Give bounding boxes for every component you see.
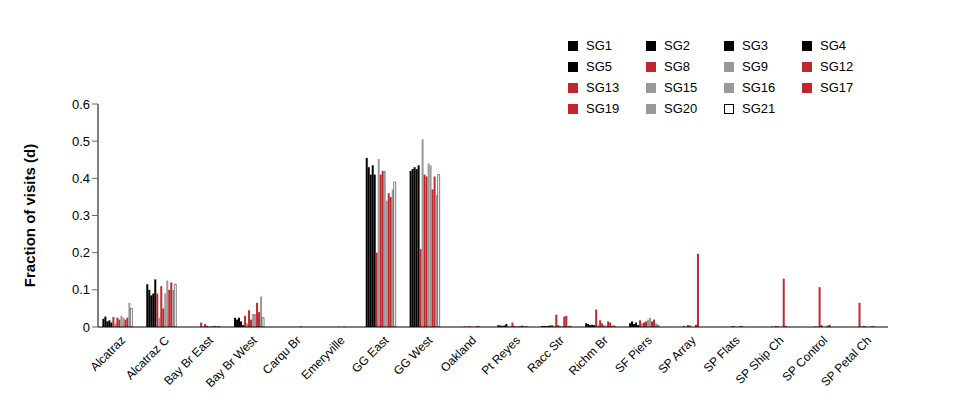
html-text:SG13: SG13: [586, 80, 620, 95]
svg-text:0.3: 0.3: [72, 208, 90, 223]
html-text:SG12: SG12: [820, 59, 854, 74]
svg-text:0.4: 0.4: [72, 171, 90, 186]
svg-text:0: 0: [83, 320, 90, 335]
svg-text:SF Piers: SF Piers: [612, 333, 654, 375]
svg-text:SP Array: SP Array: [655, 333, 698, 376]
html-text:SG9: SG9: [742, 59, 768, 74]
svg-text:Oakland: Oakland: [438, 333, 480, 375]
html-text:SG20: SG20: [664, 101, 698, 116]
html-text:SG2: SG2: [664, 38, 690, 53]
html-text:SG15: SG15: [664, 80, 698, 95]
svg-text:Pt Reyes: Pt Reyes: [479, 333, 523, 377]
svg-text:SP Flats: SP Flats: [701, 333, 743, 375]
svg-text:SP Control: SP Control: [779, 333, 831, 384]
svg-text:0.5: 0.5: [72, 134, 90, 149]
svg-text:Bay Br West: Bay Br West: [203, 333, 260, 390]
svg-text:Richm Br: Richm Br: [566, 333, 611, 378]
html-text:SG17: SG17: [820, 80, 854, 95]
svg-text:SP Ship Ch: SP Ship Ch: [733, 333, 787, 387]
html-text:SG19: SG19: [586, 101, 620, 116]
svg-text:Emeryville: Emeryville: [299, 333, 348, 382]
svg-text:GG East: GG East: [349, 333, 392, 376]
svg-text:Racc Str: Racc Str: [525, 333, 567, 375]
svg-text:Bay Br East: Bay Br East: [161, 333, 216, 388]
html-text:SG4: SG4: [820, 38, 846, 53]
svg-text:SP Petal Ch: SP Petal Ch: [818, 333, 874, 389]
svg-text:GG West: GG West: [391, 333, 436, 378]
html-text:SG3: SG3: [742, 38, 768, 53]
svg-text:Alcatraz C: Alcatraz C: [122, 333, 172, 383]
html-text:SG1: SG1: [586, 38, 612, 53]
html-text:SG5: SG5: [586, 59, 612, 74]
html-text:SG21: SG21: [742, 101, 776, 116]
svg-text:0.6: 0.6: [72, 97, 90, 112]
html-text:SG16: SG16: [742, 80, 776, 95]
svg-text:Fraction of visits (d): Fraction of visits (d): [21, 144, 38, 287]
svg-text:Alcatraz: Alcatraz: [88, 333, 129, 374]
svg-text:0.2: 0.2: [72, 245, 90, 260]
svg-text:Carqu Br: Carqu Br: [260, 333, 304, 377]
svg-text:0.1: 0.1: [72, 282, 90, 297]
html-text:SG8: SG8: [664, 59, 690, 74]
